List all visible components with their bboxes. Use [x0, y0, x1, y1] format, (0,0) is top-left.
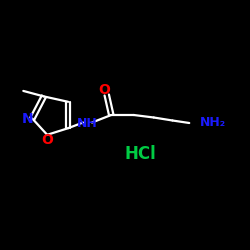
- Text: O: O: [41, 133, 53, 147]
- Text: NH₂: NH₂: [200, 116, 226, 130]
- Text: O: O: [98, 82, 110, 96]
- Text: NH: NH: [77, 117, 98, 130]
- Text: HCl: HCl: [124, 145, 156, 163]
- Text: N: N: [22, 112, 33, 126]
